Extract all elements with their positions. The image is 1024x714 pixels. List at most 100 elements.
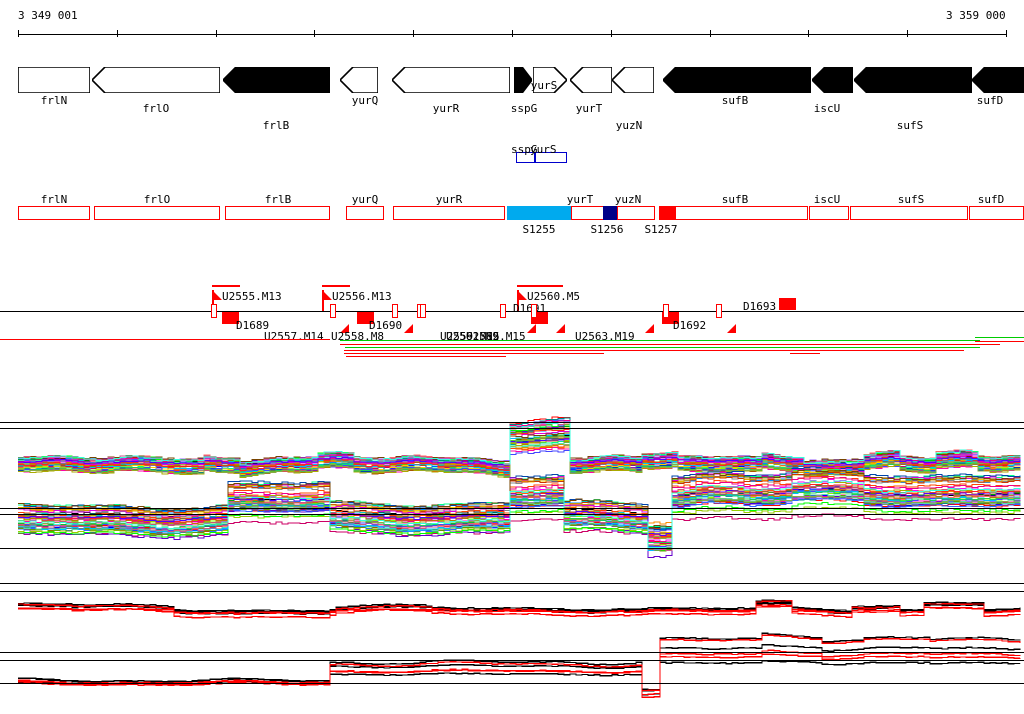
cds-box-S1255[interactable] xyxy=(507,206,571,220)
marker-baseline xyxy=(0,311,1024,312)
marker-hollow-cap xyxy=(211,304,217,318)
cds-label-yurT: yurT xyxy=(566,193,594,206)
marker-label-U2559.M15: U2559.M15 xyxy=(440,330,500,343)
marker-hollow-cap xyxy=(420,304,426,318)
marker-flag-U2560.M5[interactable] xyxy=(518,291,527,300)
cds-annotation-track: frlN frlO frlB yurQ yurR S1255 yurT S1256 yuzN S1… xyxy=(0,188,1024,236)
cds-label-sufD: sufD xyxy=(977,193,1005,206)
transcript-line xyxy=(975,341,1024,342)
plot-gridline xyxy=(0,591,1024,592)
marker-block-D1693[interactable] xyxy=(779,298,796,310)
gene-arrow-sufS[interactable] xyxy=(854,67,972,93)
marker-label-U2563.M19: U2563.M19 xyxy=(575,330,635,343)
coordinate-ruler[interactable] xyxy=(0,28,1024,40)
marker-end-flag xyxy=(340,324,349,333)
ruler-tick xyxy=(18,30,19,37)
cds-box-S1256[interactable] xyxy=(603,206,617,220)
gene-arrow-yuzN[interactable] xyxy=(612,67,654,93)
feature-box-yurS[interactable] xyxy=(535,152,567,163)
marker-label-U2557.M14: U2557.M14 xyxy=(264,330,324,343)
cds-box-iscU[interactable] xyxy=(809,206,849,220)
marker-end-flag xyxy=(527,324,536,333)
gene-arrow-yurS[interactable] xyxy=(533,67,567,93)
gene-label-frlN: frlN xyxy=(40,94,68,107)
small-feature-track: sspG yurS xyxy=(0,140,1024,166)
marker-hollow-cap xyxy=(392,304,398,318)
gene-arrow-yurR[interactable] xyxy=(392,67,510,93)
marker-flag-U2556.M13[interactable] xyxy=(323,291,332,300)
ruler-tick xyxy=(512,30,513,37)
cds-box-sufB[interactable] xyxy=(675,206,808,220)
gene-arrow-iscU[interactable] xyxy=(812,67,853,93)
cds-box-yuzN[interactable] xyxy=(617,206,655,220)
gene-arrow-yurQ[interactable] xyxy=(340,67,378,93)
gene-label-yuzN: yuzN xyxy=(615,119,643,132)
gene-label-yurT: yurT xyxy=(575,102,603,115)
ruler-tick xyxy=(1006,30,1007,37)
cds-box-sufD[interactable] xyxy=(969,206,1024,220)
marker-block-D1690[interactable] xyxy=(357,312,374,324)
plot-gridline xyxy=(0,583,1024,584)
marker-label-U2561.M9: U2561.M9 xyxy=(446,330,499,343)
plot-gridline xyxy=(0,548,1024,549)
cds-label-sufS: sufS xyxy=(897,193,925,206)
transcript-line xyxy=(975,337,1024,338)
ruler-tick xyxy=(907,30,908,37)
expression-panel-multi-condition[interactable] xyxy=(0,393,1024,563)
gene-label-yurQ: yurQ xyxy=(351,94,379,107)
cds-label-S1256: S1256 xyxy=(590,223,624,236)
marker-hollow-cap xyxy=(531,304,537,318)
cds-label-iscU: iscU xyxy=(813,193,841,206)
marker-label-U2558.M8: U2558.M8 xyxy=(331,330,384,343)
marker-label-U2562.M15: U2562.M15 xyxy=(466,330,526,343)
gene-label-sufB: sufB xyxy=(721,94,749,107)
marker-end-flag xyxy=(404,324,413,333)
cds-box-frlB[interactable] xyxy=(225,206,330,220)
feature-box-sspG[interactable] xyxy=(516,152,535,163)
gene-arrow-frlB[interactable] xyxy=(223,67,330,93)
gene-arrow-frlN[interactable] xyxy=(18,67,90,93)
cds-box-frlO[interactable] xyxy=(94,206,220,220)
cds-box-S1257[interactable] xyxy=(659,206,675,220)
transcript-line xyxy=(346,356,506,357)
marker-label-D1691: D1691 xyxy=(513,302,547,315)
regulation-marker-track: U2555.M13 U2556.M13 U2560.M5 D1689 D1690 D169… xyxy=(0,280,1024,342)
transcript-line xyxy=(345,347,980,348)
gene-arrow-sufB[interactable] xyxy=(663,67,811,93)
cds-box-yurQ[interactable] xyxy=(346,206,384,220)
gene-label-frlO: frlO xyxy=(142,102,170,115)
cds-label-S1255: S1255 xyxy=(522,223,556,236)
marker-stem-U2555.M13 xyxy=(212,290,214,311)
gene-arrow-sspG[interactable] xyxy=(514,67,532,93)
cds-label-sufB: sufB xyxy=(721,193,749,206)
gene-arrow-yurT[interactable] xyxy=(570,67,612,93)
marker-bar-U2556.M13 xyxy=(322,285,350,287)
marker-bar-U2560.M5 xyxy=(517,285,563,287)
cds-label-yurQ: yurQ xyxy=(351,193,379,206)
gene-arrow-frlO[interactable] xyxy=(92,67,220,93)
marker-block-D1689[interactable] xyxy=(222,312,239,324)
marker-hollow-cap xyxy=(663,304,669,318)
plot-gridline xyxy=(0,514,1024,515)
cds-box-frlN[interactable] xyxy=(18,206,90,220)
cds-label-S1257: S1257 xyxy=(644,223,678,236)
plot-gridline xyxy=(0,660,1024,661)
ruler-tick xyxy=(611,30,612,37)
cds-box-yurR[interactable] xyxy=(393,206,505,220)
marker-hollow-cap xyxy=(716,304,722,318)
marker-stem-U2560.M5 xyxy=(517,290,519,311)
gene-label-sufD: sufD xyxy=(976,94,1004,107)
start-coordinate-label: 3 349 001 xyxy=(18,9,78,22)
marker-label-U2560.M5: U2560.M5 xyxy=(527,290,580,303)
ruler-tick xyxy=(314,30,315,37)
transcript-line xyxy=(344,350,964,351)
ruler-tick xyxy=(413,30,414,37)
marker-label-D1689: D1689 xyxy=(236,319,270,332)
marker-bar-U2555.M13 xyxy=(212,285,240,287)
marker-flag-U2555.M13[interactable] xyxy=(213,291,222,300)
cds-box-sufS[interactable] xyxy=(850,206,968,220)
gene-arrow-sufD[interactable] xyxy=(972,67,1024,93)
gene-label-frlB: frlB xyxy=(262,119,290,132)
expression-panel-replicates[interactable] xyxy=(0,570,1024,714)
plot-canvas xyxy=(18,416,1021,558)
